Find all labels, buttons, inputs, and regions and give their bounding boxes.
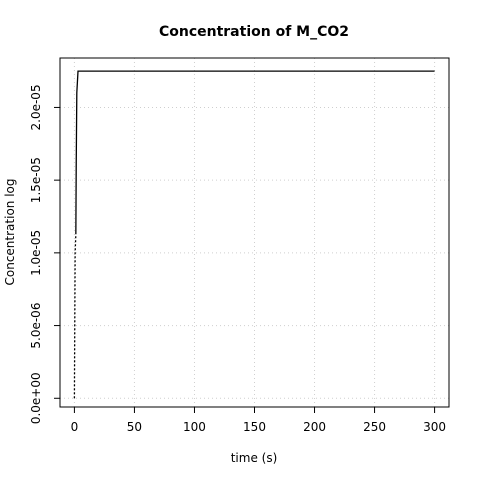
x-tick-label: 200 <box>303 420 326 434</box>
y-tick-label: 1.5e-05 <box>29 157 43 203</box>
chart-title: Concentration of M_CO2 <box>159 24 349 40</box>
x-axis-label: time (s) <box>231 451 278 465</box>
y-axis-label: Concentration log <box>3 179 17 286</box>
x-tick-label: 150 <box>243 420 266 434</box>
x-tick-label: 250 <box>363 420 386 434</box>
x-tick-label: 0 <box>71 420 79 434</box>
x-tick-label: 100 <box>183 420 206 434</box>
y-tick-label: 1.0e-05 <box>29 230 43 276</box>
y-tick-label: 5.0e-06 <box>29 303 43 349</box>
x-tick-label: 50 <box>127 420 142 434</box>
y-axis: 0.0e+00 5.0e-06 1.0e-05 1.5e-05 2.0e-05 <box>29 84 60 424</box>
series-line-1 <box>75 70 435 234</box>
x-tick-label: 300 <box>423 420 446 434</box>
x-axis: 0 50 100 150 200 250 300 <box>71 407 446 434</box>
series-group <box>73 70 435 399</box>
y-tick-label: 2.0e-05 <box>29 84 43 130</box>
grid <box>60 58 449 407</box>
y-tick-label: 0.0e+00 <box>29 372 43 424</box>
series-line-0 <box>73 233 77 399</box>
